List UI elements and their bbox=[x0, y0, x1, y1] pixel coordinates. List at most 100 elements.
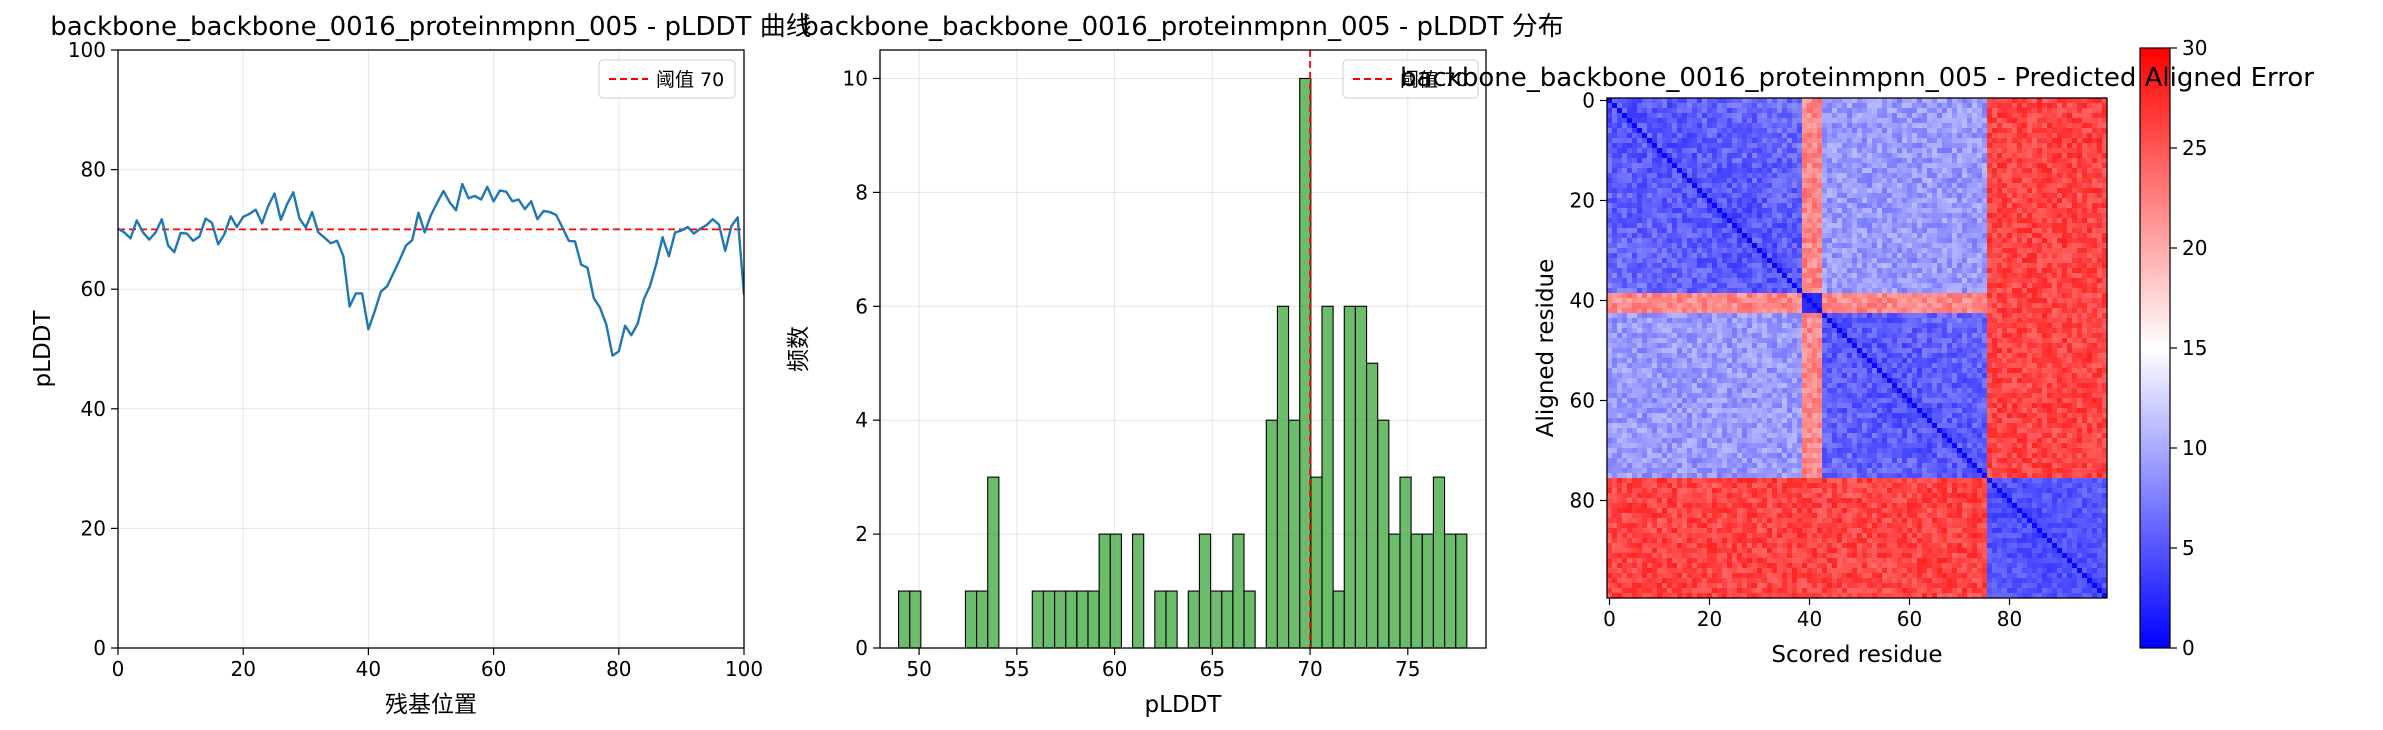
heatmap-cell bbox=[2022, 208, 2028, 214]
heatmap-cell bbox=[1857, 113, 1863, 119]
heatmap-cell bbox=[1982, 248, 1988, 254]
heatmap-cell bbox=[2002, 308, 2008, 314]
heatmap-cell bbox=[1832, 143, 1838, 149]
heatmap-cell bbox=[1862, 323, 1868, 329]
heatmap-cell bbox=[1782, 148, 1788, 154]
heatmap-cell bbox=[1767, 213, 1773, 219]
heatmap-cell bbox=[1947, 238, 1953, 244]
heatmap-cell bbox=[2052, 138, 2058, 144]
heatmap-cell bbox=[1847, 218, 1853, 224]
heatmap-cell bbox=[1892, 243, 1898, 249]
heatmap-cell bbox=[1857, 213, 1863, 219]
heatmap-cell bbox=[2072, 168, 2078, 174]
heatmap-cell bbox=[1897, 208, 1903, 214]
heatmap-cell bbox=[1972, 118, 1978, 124]
heatmap-cell bbox=[1857, 228, 1863, 234]
heatmap-cell bbox=[1712, 168, 1718, 174]
heatmap-cell bbox=[1797, 323, 1803, 329]
heatmap-cell bbox=[1927, 183, 1933, 189]
heatmap-cell bbox=[1827, 208, 1833, 214]
heatmap-cell bbox=[1887, 153, 1893, 159]
heatmap-cell bbox=[2057, 133, 2063, 139]
heatmap-cell bbox=[1757, 128, 1763, 134]
heatmap-cell bbox=[2027, 303, 2033, 309]
heatmap-cell bbox=[1687, 298, 1693, 304]
heatmap-cell bbox=[1642, 263, 1648, 269]
heatmap-cell bbox=[1887, 158, 1893, 164]
heatmap-cell bbox=[1877, 293, 1883, 299]
heatmap-cell bbox=[2087, 263, 2093, 269]
heatmap-cell bbox=[1877, 203, 1883, 209]
heatmap-cell bbox=[1932, 328, 1938, 334]
heatmap-cell bbox=[1932, 238, 1938, 244]
heatmap-cell bbox=[1637, 168, 1643, 174]
heatmap-cell bbox=[1742, 183, 1748, 189]
heatmap-cell bbox=[1982, 193, 1988, 199]
heatmap-cell bbox=[1807, 283, 1813, 289]
heatmap-cell bbox=[1967, 133, 1973, 139]
heatmap-cell bbox=[1632, 288, 1638, 294]
heatmap-cell bbox=[1867, 253, 1873, 259]
heatmap-cell bbox=[1622, 213, 1628, 219]
heatmap-cell bbox=[1712, 183, 1718, 189]
heatmap-cell bbox=[1967, 138, 1973, 144]
heatmap-cell bbox=[1662, 158, 1668, 164]
heatmap-cell bbox=[1967, 288, 1973, 294]
heatmap-cell bbox=[1677, 263, 1683, 269]
heatmap-cell bbox=[1877, 328, 1883, 334]
heatmap-cell bbox=[1977, 188, 1983, 194]
heatmap-cell bbox=[1792, 263, 1798, 269]
heatmap-cell bbox=[1667, 223, 1673, 229]
heatmap-cell bbox=[1722, 308, 1728, 314]
heatmap-cell bbox=[1972, 233, 1978, 239]
heatmap-cell bbox=[2102, 283, 2108, 289]
heatmap-cell bbox=[1717, 293, 1723, 299]
heatmap-cell bbox=[2042, 228, 2048, 234]
heatmap-cell bbox=[1937, 173, 1943, 179]
heatmap-cell bbox=[1902, 118, 1908, 124]
heatmap-cell bbox=[1682, 188, 1688, 194]
heatmap-cell bbox=[2047, 113, 2053, 119]
heatmap-cell bbox=[1957, 313, 1963, 319]
heatmap-cell bbox=[1832, 128, 1838, 134]
heatmap-cell bbox=[1687, 258, 1693, 264]
heatmap-cell bbox=[1807, 278, 1813, 284]
heatmap-cell bbox=[1797, 103, 1803, 109]
heatmap-cell bbox=[1652, 113, 1658, 119]
heatmap-cell bbox=[1957, 178, 1963, 184]
heatmap-cell bbox=[1742, 338, 1748, 344]
heatmap-cell bbox=[1967, 198, 1973, 204]
heatmap-cell bbox=[1787, 293, 1793, 299]
heatmap-cell bbox=[2047, 263, 2053, 269]
heatmap-cell bbox=[2077, 188, 2083, 194]
heatmap-cell bbox=[2052, 153, 2058, 159]
heatmap-cell bbox=[1637, 208, 1643, 214]
heatmap-cell bbox=[1747, 243, 1753, 249]
heatmap-cell bbox=[1877, 253, 1883, 259]
heatmap-cell bbox=[1692, 338, 1698, 344]
heatmap-cell bbox=[1812, 243, 1818, 249]
heatmap-cell bbox=[1607, 268, 1613, 274]
heatmap-cell bbox=[1802, 298, 1808, 304]
heatmap-cell bbox=[1607, 248, 1613, 254]
heatmap-cell bbox=[1812, 138, 1818, 144]
heatmap-cell bbox=[2017, 163, 2023, 169]
heatmap-cell bbox=[2012, 263, 2018, 269]
heatmap-cell bbox=[1782, 183, 1788, 189]
heatmap-cell bbox=[1877, 178, 1883, 184]
heatmap-cell bbox=[1687, 178, 1693, 184]
heatmap-cell bbox=[1912, 213, 1918, 219]
heatmap-cell bbox=[1932, 138, 1938, 144]
heatmap-cell bbox=[2072, 213, 2078, 219]
heatmap-cell bbox=[1807, 168, 1813, 174]
heatmap-cell bbox=[1972, 198, 1978, 204]
heatmap-cell bbox=[1782, 103, 1788, 109]
heatmap-cell bbox=[1952, 303, 1958, 309]
heatmap-cell bbox=[1817, 173, 1823, 179]
heatmap-cell bbox=[1737, 223, 1743, 229]
heatmap-cell bbox=[2037, 163, 2043, 169]
y-tick-label: 0 bbox=[93, 636, 106, 660]
heatmap-cell bbox=[1827, 253, 1833, 259]
heatmap-cell bbox=[1727, 303, 1733, 309]
